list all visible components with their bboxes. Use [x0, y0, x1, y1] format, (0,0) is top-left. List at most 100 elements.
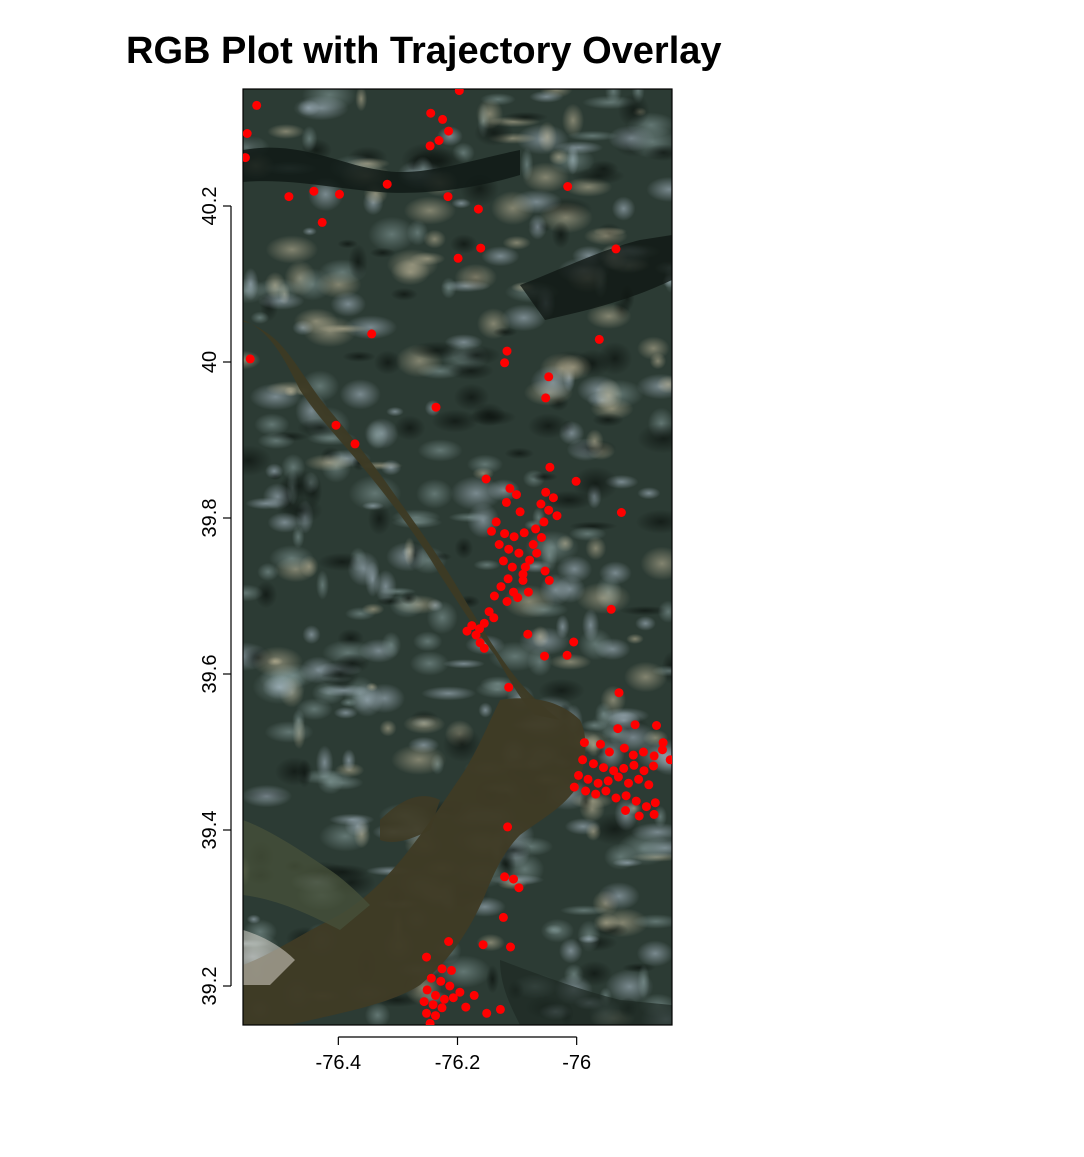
imagery-texture-patch: [381, 631, 402, 659]
imagery-texture-patch: [527, 413, 569, 439]
imagery-texture-patch: [583, 226, 628, 246]
imagery-texture-patch: [597, 882, 640, 911]
trajectory-point: [649, 751, 659, 761]
trajectory-point: [596, 739, 605, 749]
imagery-texture-patch: [267, 124, 305, 139]
imagery-texture-patch: [255, 580, 278, 609]
trajectory-point: [445, 981, 455, 991]
imagery-texture-patch: [316, 570, 329, 600]
imagery-texture-patch: [246, 914, 261, 924]
imagery-texture-patch: [453, 383, 490, 411]
imagery-texture-patch: [581, 719, 608, 732]
trajectory-point: [621, 806, 630, 815]
x-tick-label: -76: [562, 1052, 591, 1074]
trajectory-point: [634, 774, 644, 784]
imagery-texture-patch: [481, 246, 520, 267]
imagery-texture-patch: [391, 744, 447, 775]
trajectory-point: [382, 179, 392, 189]
imagery-texture-patch: [365, 682, 378, 692]
trajectory-point: [481, 474, 491, 484]
imagery-texture-patch: [605, 89, 622, 104]
y-tick-label: 40.2: [199, 187, 221, 226]
trajectory-point: [425, 1018, 435, 1025]
imagery-texture-patch: [640, 546, 672, 581]
trajectory-point: [331, 420, 341, 430]
trajectory-point: [593, 778, 603, 788]
trajectory-point: [611, 793, 621, 803]
trajectory-point: [503, 822, 513, 832]
imagery-texture-patch: [344, 315, 398, 340]
trajectory-point: [650, 798, 660, 808]
imagery-texture-patch: [293, 308, 339, 335]
trajectory-point: [514, 883, 524, 893]
trajectory-point: [500, 529, 510, 539]
imagery-texture-patch: [386, 406, 404, 417]
trajectory-point: [599, 763, 608, 773]
imagery-texture-patch: [492, 327, 518, 337]
trajectory-point: [639, 766, 649, 776]
imagery-texture-patch: [409, 341, 465, 360]
imagery-texture-patch: [364, 561, 381, 597]
bay-shore-lower-left: [243, 930, 295, 985]
trajectory-point: [513, 593, 523, 603]
trajectory-point: [552, 511, 562, 521]
imagery-texture-patch: [548, 148, 569, 166]
imagery-texture-patch: [657, 600, 672, 623]
imagery-texture-patch: [379, 719, 397, 737]
imagery-texture-patch: [302, 625, 321, 645]
imagery-texture-patch: [329, 813, 375, 826]
imagery-texture-patch: [442, 727, 482, 763]
trajectory-point: [604, 747, 614, 757]
trajectory-point: [515, 507, 525, 517]
imagery-texture-patch: [442, 659, 485, 669]
imagery-texture-patch: [619, 605, 671, 616]
imagery-texture-patch: [549, 653, 592, 670]
imagery-texture-patch: [348, 475, 402, 512]
trajectory-point: [453, 253, 463, 263]
imagery-texture-patch: [337, 239, 359, 249]
imagery-texture-patch: [264, 271, 286, 299]
imagery-texture-patch: [592, 412, 624, 427]
imagery-texture-patch: [413, 631, 443, 652]
imagery-texture-patch: [624, 661, 668, 693]
bay: [243, 698, 586, 1025]
trajectory-point: [425, 141, 435, 151]
imagery-texture-patch: [556, 555, 593, 583]
trajectory-point: [562, 650, 572, 660]
imagery-texture-patch: [540, 918, 575, 943]
trajectory-point: [609, 766, 619, 776]
imagery-texture-patch: [423, 229, 446, 249]
trajectory-point: [476, 243, 486, 253]
imagery-texture-patch: [594, 638, 631, 661]
trajectory-point: [621, 791, 631, 801]
trajectory-point: [631, 796, 641, 806]
imagery-texture-patch: [403, 714, 446, 734]
imagery-texture-patch: [447, 362, 494, 380]
imagery-texture-patch: [341, 749, 356, 772]
trajectory-point: [579, 738, 589, 748]
trajectory-point: [434, 136, 444, 145]
trajectory-point: [350, 439, 360, 449]
trajectory-point: [518, 575, 528, 585]
imagery-texture-patch: [265, 235, 319, 264]
imagery-texture-patch: [297, 758, 312, 788]
imagery-texture-patch: [339, 379, 381, 410]
y-axis: 39.2 39.4 39.6 39.8 40 40.2: [199, 187, 232, 1005]
imagery-texture-patch: [635, 616, 656, 631]
imagery-texture-patch: [265, 463, 284, 479]
imagery-texture-patch: [369, 247, 396, 258]
trajectory-point: [514, 548, 524, 558]
imagery-texture-patch: [390, 258, 431, 286]
trajectory-point: [491, 517, 501, 527]
imagery-texture-patch: [637, 423, 672, 454]
imagery-texture-patch: [292, 268, 333, 301]
y-tick-label: 39.8: [199, 499, 221, 538]
trajectory-point: [436, 976, 446, 986]
imagery-texture-patch: [554, 354, 593, 381]
trajectory-point: [536, 499, 546, 509]
imagery-texture-patch: [579, 796, 605, 822]
trajectory-point: [507, 562, 517, 572]
dark-ridge-band-2: [520, 235, 672, 320]
imagery-texture-patch: [291, 525, 305, 549]
